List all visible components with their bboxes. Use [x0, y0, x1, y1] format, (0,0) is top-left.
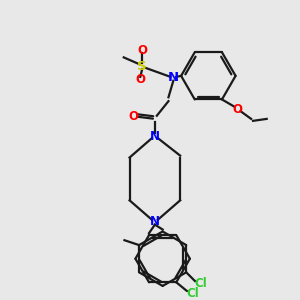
Text: O: O — [232, 103, 242, 116]
Text: O: O — [137, 44, 147, 57]
Text: N: N — [168, 71, 179, 84]
Text: O: O — [135, 73, 145, 86]
Text: N: N — [150, 130, 160, 143]
Text: Cl: Cl — [186, 287, 199, 300]
Text: O: O — [128, 110, 139, 123]
Text: N: N — [150, 215, 160, 228]
Text: S: S — [137, 60, 147, 73]
Text: Cl: Cl — [194, 278, 207, 290]
